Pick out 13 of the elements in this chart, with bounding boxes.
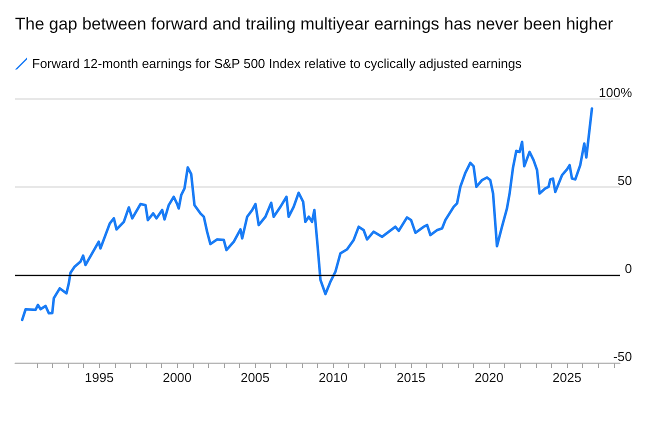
x-tick-label: 2025 [552, 370, 582, 385]
y-tick-label: -50 [613, 349, 632, 364]
x-tick-label: 2010 [318, 370, 348, 385]
y-tick-label: 100% [598, 85, 632, 100]
x-tick-label: 1995 [84, 370, 114, 385]
x-tick-label: 2005 [240, 370, 270, 385]
chart-title: The gap between forward and trailing multiyear earnings has never been higher [15, 14, 614, 34]
x-tick-label: 2000 [162, 370, 192, 385]
legend-label: Forward 12-month earnings for S&P 500 Index relative to cyclically adjusted earnings [32, 56, 522, 71]
y-tick-label: 0 [624, 261, 632, 276]
x-tick-label: 2015 [396, 370, 426, 385]
y-tick-label: 50 [618, 173, 632, 188]
x-tick-label: 2020 [474, 370, 504, 385]
